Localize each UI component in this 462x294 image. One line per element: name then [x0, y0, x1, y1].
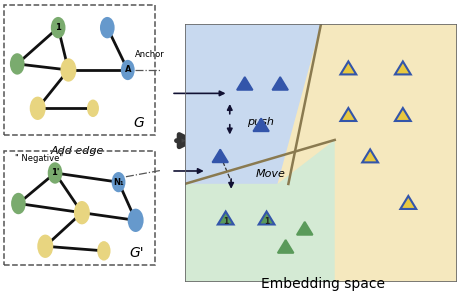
Polygon shape	[395, 61, 411, 74]
Text: G: G	[134, 116, 144, 130]
Polygon shape	[253, 118, 269, 131]
Text: push: push	[248, 117, 274, 127]
Polygon shape	[395, 108, 411, 121]
Text: Move: Move	[255, 168, 286, 178]
Text: A: A	[125, 66, 131, 74]
Circle shape	[121, 60, 135, 80]
Circle shape	[87, 100, 99, 117]
Circle shape	[128, 209, 144, 232]
Circle shape	[112, 172, 126, 192]
Circle shape	[37, 235, 53, 258]
Circle shape	[97, 241, 110, 260]
Text: " Negative": " Negative"	[15, 154, 63, 163]
Circle shape	[30, 97, 46, 120]
Polygon shape	[272, 77, 288, 90]
Polygon shape	[401, 196, 416, 209]
Bar	[4, 5, 155, 135]
Text: Anchor: Anchor	[135, 50, 165, 59]
Circle shape	[11, 193, 26, 214]
Circle shape	[10, 53, 24, 75]
Polygon shape	[185, 24, 321, 184]
Text: Embedding space: Embedding space	[261, 277, 385, 291]
Polygon shape	[218, 211, 234, 225]
Polygon shape	[340, 108, 356, 121]
Text: 1: 1	[264, 217, 269, 226]
Polygon shape	[340, 61, 356, 74]
Polygon shape	[297, 222, 313, 235]
Polygon shape	[213, 149, 228, 162]
Text: 1': 1'	[51, 168, 59, 178]
Text: N₁: N₁	[113, 178, 124, 187]
Polygon shape	[362, 149, 378, 162]
Circle shape	[61, 58, 76, 82]
Circle shape	[48, 162, 62, 184]
Polygon shape	[259, 211, 274, 225]
Text: 1: 1	[223, 217, 228, 226]
Polygon shape	[278, 240, 293, 253]
Circle shape	[51, 17, 66, 38]
Polygon shape	[237, 77, 253, 90]
Circle shape	[74, 201, 90, 224]
Text: G': G'	[129, 246, 144, 260]
Text: 1: 1	[55, 23, 61, 32]
Bar	[4, 151, 155, 265]
Text: Add edge: Add edge	[51, 146, 104, 156]
Polygon shape	[185, 140, 335, 282]
Circle shape	[100, 17, 115, 38]
